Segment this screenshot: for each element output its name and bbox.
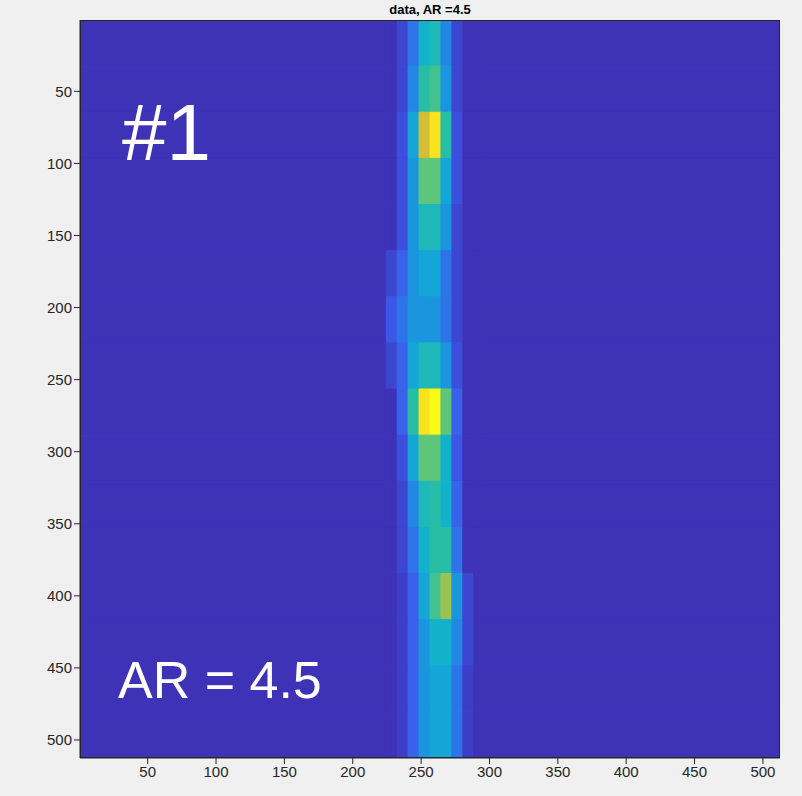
svg-text:300: 300 [47, 443, 72, 460]
svg-text:150: 150 [47, 227, 72, 244]
svg-text:350: 350 [47, 515, 72, 532]
svg-text:450: 450 [47, 659, 72, 676]
svg-text:350: 350 [545, 763, 570, 780]
svg-text:150: 150 [272, 763, 297, 780]
svg-text:200: 200 [47, 299, 72, 316]
svg-text:500: 500 [750, 763, 775, 780]
html-text:AR = 4.5: AR = 4.5 [118, 651, 322, 709]
svg-text:100: 100 [47, 155, 72, 172]
svg-text:200: 200 [340, 763, 365, 780]
svg-text:400: 400 [47, 587, 72, 604]
svg-text:250: 250 [47, 371, 72, 388]
svg-text:50: 50 [55, 83, 72, 100]
svg-text:300: 300 [477, 763, 502, 780]
svg-text:450: 450 [682, 763, 707, 780]
svg-text:400: 400 [614, 763, 639, 780]
html-text:#1: #1 [122, 88, 211, 177]
svg-text:50: 50 [139, 763, 156, 780]
svg-text:100: 100 [204, 763, 229, 780]
html-text:data, AR =4.5: data, AR =4.5 [389, 2, 471, 17]
svg-text:500: 500 [47, 731, 72, 748]
svg-text:250: 250 [409, 763, 434, 780]
